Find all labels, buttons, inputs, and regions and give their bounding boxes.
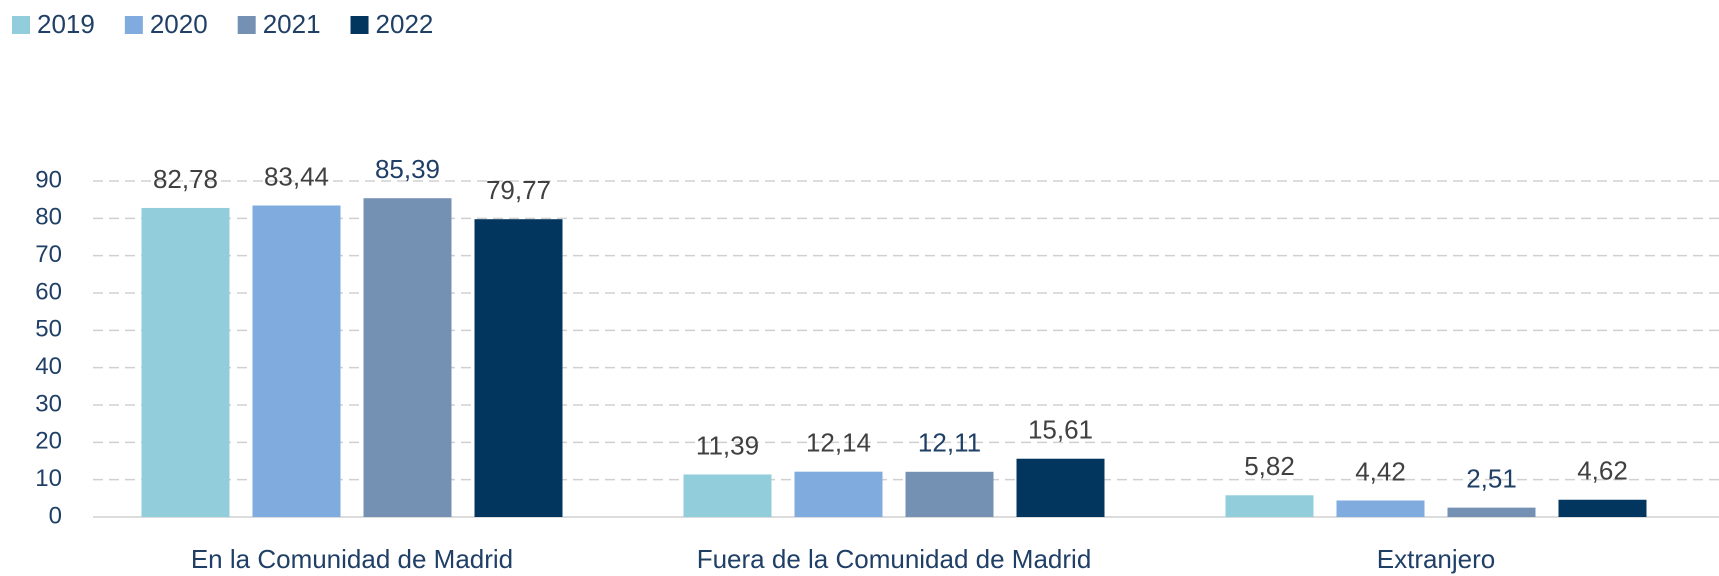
data-label: 83,44 <box>264 161 329 191</box>
x-tick-label: Fuera de la Comunidad de Madrid <box>697 544 1092 574</box>
data-label: 82,78 <box>153 164 218 194</box>
y-tick-label: 70 <box>35 241 62 268</box>
bar <box>794 471 883 517</box>
legend-swatch <box>12 16 30 34</box>
legend-swatch <box>350 16 369 34</box>
data-label: 4,42 <box>1355 456 1406 486</box>
legend-swatch <box>124 16 143 34</box>
bar <box>141 207 230 518</box>
bar <box>905 471 994 517</box>
data-label: 79,77 <box>486 175 551 205</box>
data-label: 85,39 <box>375 154 440 184</box>
bar <box>1016 458 1105 517</box>
data-label: 5,82 <box>1244 451 1295 481</box>
y-tick-label: 30 <box>35 390 62 417</box>
bar <box>363 198 452 517</box>
data-label: 12,11 <box>918 428 981 458</box>
bar <box>1558 499 1647 517</box>
data-label: 15,61 <box>1028 415 1093 445</box>
bar <box>1447 507 1536 517</box>
bar <box>474 219 563 517</box>
y-tick-label: 20 <box>35 428 62 455</box>
y-tick-label: 80 <box>35 204 62 231</box>
bar <box>1225 495 1314 517</box>
y-tick-label: 10 <box>35 465 62 492</box>
legend-label: 2021 <box>263 9 321 39</box>
bar <box>252 205 341 517</box>
y-tick-label: 40 <box>35 353 62 380</box>
x-tick-label: Extranjero <box>1377 544 1496 574</box>
y-tick-label: 60 <box>35 278 62 305</box>
data-label: 12,14 <box>806 428 871 458</box>
legend-label: 2019 <box>37 9 95 39</box>
y-tick-label: 90 <box>35 166 62 193</box>
bar <box>1336 500 1425 517</box>
y-tick-label: 0 <box>49 502 62 529</box>
legend-label: 2022 <box>376 9 434 39</box>
data-label: 4,62 <box>1577 456 1628 486</box>
legend-swatch <box>237 16 256 34</box>
data-label: 2,51 <box>1466 464 1517 494</box>
bar <box>683 474 772 517</box>
y-tick-label: 50 <box>35 316 62 343</box>
legend-label: 2020 <box>150 9 208 39</box>
data-label: 11,39 <box>696 430 759 460</box>
x-tick-label: En la Comunidad de Madrid <box>191 544 513 574</box>
